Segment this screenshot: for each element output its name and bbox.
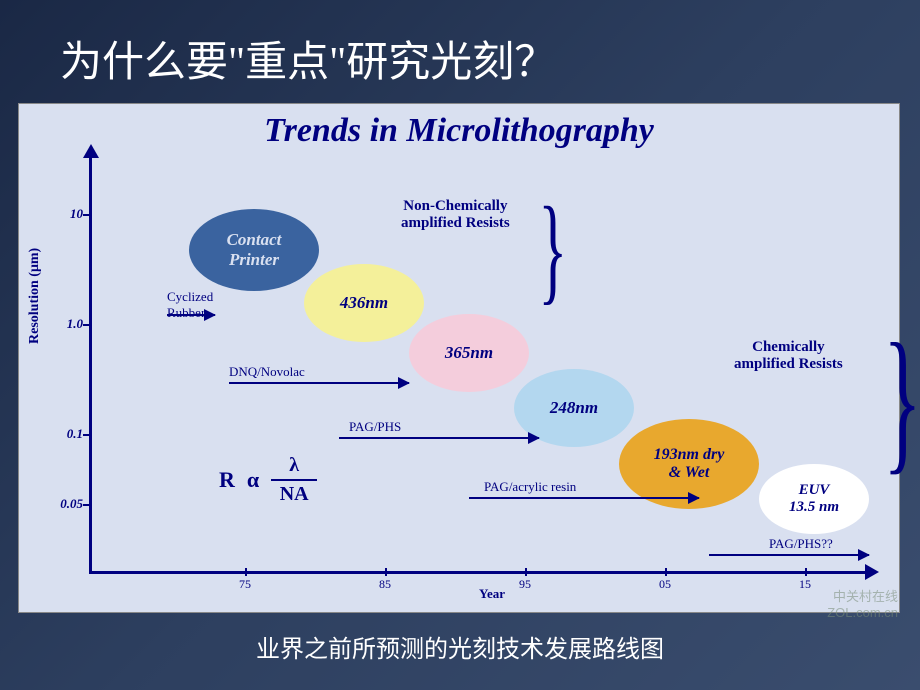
arrow-icon bbox=[469, 497, 699, 499]
x-tick-label: 05 bbox=[659, 577, 671, 592]
resist-label: PAG/PHS bbox=[349, 419, 401, 435]
axes: 101.00.10.05 7585950515 ContactPrinter43… bbox=[89, 154, 879, 584]
x-tick-mark bbox=[805, 568, 807, 576]
y-tick-mark bbox=[83, 214, 91, 216]
x-tick-label: 75 bbox=[239, 577, 251, 592]
y-tick-label: 1.0 bbox=[59, 316, 83, 332]
x-axis-label: Year bbox=[479, 586, 505, 602]
watermark-line1: 中关村在线 bbox=[833, 589, 898, 604]
arrow-icon bbox=[229, 382, 409, 384]
y-tick-mark bbox=[83, 504, 91, 506]
y-tick-label: 0.1 bbox=[59, 426, 83, 442]
formula-R: R bbox=[219, 467, 235, 493]
resist-category-label: Non-Chemicallyamplified Resists bbox=[401, 198, 510, 232]
x-axis bbox=[89, 571, 869, 574]
formula-prop: α bbox=[247, 467, 259, 493]
tech-node: 436nm bbox=[304, 264, 424, 342]
watermark: 中关村在线 ZOL.com.cn bbox=[827, 586, 898, 620]
x-tick-mark bbox=[665, 568, 667, 576]
x-tick-label: 15 bbox=[799, 577, 811, 592]
formula-den: NA bbox=[280, 483, 309, 506]
resist-label: DNQ/Novolac bbox=[229, 364, 305, 380]
chart-area: Trends in Microlithography Resolution (μ… bbox=[18, 103, 900, 613]
y-tick-label: 0.05 bbox=[59, 496, 83, 512]
formula-fraction: λ NA bbox=[271, 454, 317, 506]
x-tick-mark bbox=[525, 568, 527, 576]
slide-caption: 业界之前所预测的光刻技术发展路线图 bbox=[0, 629, 920, 664]
arrow-icon bbox=[709, 554, 869, 556]
brace-icon: } bbox=[883, 339, 920, 459]
x-tick-mark bbox=[245, 568, 247, 576]
watermark-line2: ZOL.com.cn bbox=[827, 605, 898, 620]
tech-node: ContactPrinter bbox=[189, 209, 319, 291]
arrow-icon bbox=[167, 314, 215, 316]
fraction-line bbox=[271, 479, 317, 481]
formula-num: λ bbox=[289, 454, 299, 477]
brace-icon: } bbox=[538, 204, 567, 294]
slide-title: 为什么要"重点"研究光刻？ bbox=[0, 0, 920, 103]
arrow-icon bbox=[339, 437, 539, 439]
tech-node: EUV13.5 nm bbox=[759, 464, 869, 534]
y-axis bbox=[89, 154, 92, 574]
y-tick-mark bbox=[83, 324, 91, 326]
tech-node: 365nm bbox=[409, 314, 529, 392]
resist-label: PAG/PHS?? bbox=[769, 536, 833, 552]
resist-category-label: Chemicallyamplified Resists bbox=[734, 339, 843, 373]
y-axis-label: Resolution (μm) bbox=[27, 248, 43, 344]
x-arrow-icon bbox=[865, 564, 879, 580]
y-tick-label: 10 bbox=[59, 206, 83, 222]
resist-label: PAG/acrylic resin bbox=[484, 479, 576, 495]
x-tick-mark bbox=[385, 568, 387, 576]
chart-title: Trends in Microlithography bbox=[19, 104, 899, 150]
y-arrow-icon bbox=[83, 144, 99, 158]
resolution-formula: R α λ NA bbox=[219, 454, 317, 506]
x-tick-label: 85 bbox=[379, 577, 391, 592]
y-tick-mark bbox=[83, 434, 91, 436]
x-tick-label: 95 bbox=[519, 577, 531, 592]
